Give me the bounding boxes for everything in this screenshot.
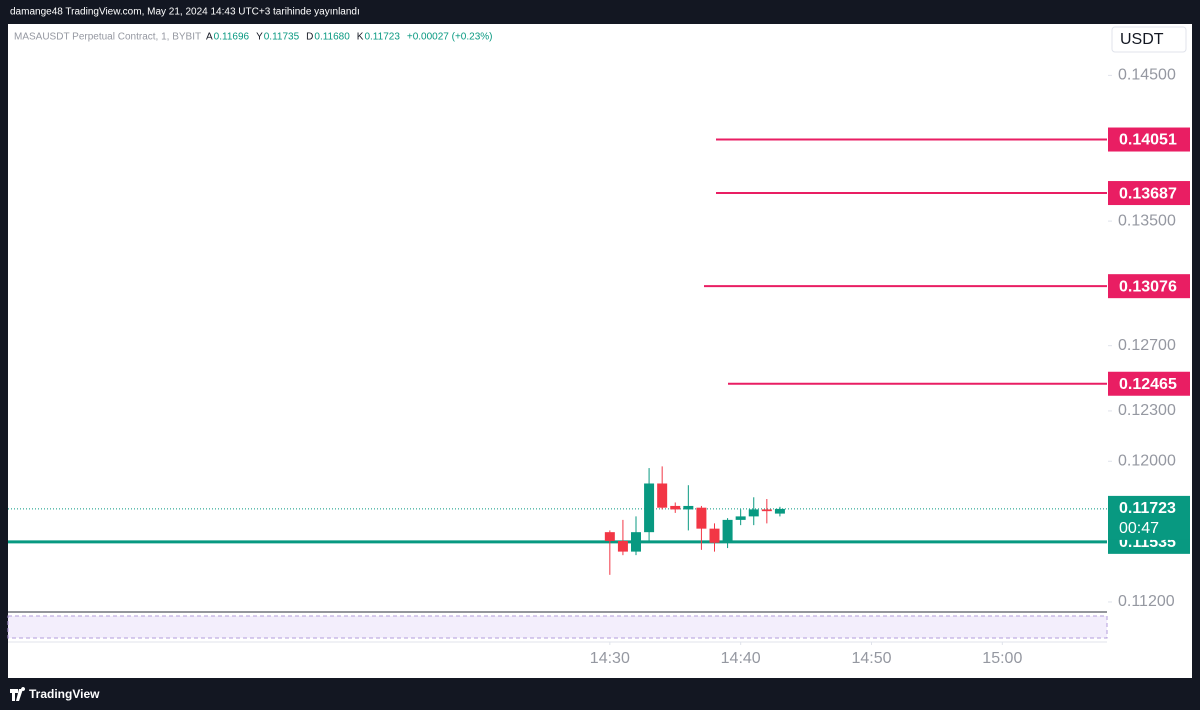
level-label-box: [1108, 274, 1190, 299]
candle-body: [683, 505, 694, 510]
legend-key: K: [357, 32, 364, 43]
plot: 0.11200 0.12000 0.12300 0.12700 0.13500 0.145…: [8, 67, 1190, 667]
chart-area: [8, 24, 1192, 678]
candle-body: [696, 507, 707, 529]
x-tick-label: 14:40: [721, 650, 761, 667]
last-price-box: [1108, 495, 1190, 540]
level-label: 0.12465: [1119, 376, 1177, 393]
legend-value: 0.11735: [264, 32, 300, 43]
legend-key: Y: [256, 32, 263, 43]
legend-key: D: [306, 32, 313, 43]
level-label: 0.14051: [1119, 132, 1177, 149]
candle-body: [761, 509, 772, 512]
y-tick-label: 0.12300: [1118, 402, 1176, 419]
x-tick-label: 15:00: [982, 650, 1022, 667]
legend-value: 0.11696: [214, 32, 250, 43]
indicator-pane: [7, 615, 1108, 639]
level-label: 0.13687: [1119, 185, 1177, 202]
x-tick-label: 14:50: [851, 650, 891, 667]
candle-body: [709, 528, 720, 543]
footer-logo: TradingView: [10, 687, 100, 701]
candle-body: [657, 483, 668, 508]
brand: TradingView: [29, 687, 100, 701]
candle-body: [617, 540, 628, 552]
symbol: MASAUSDT Perpetual Contract, 1, BYBIT: [14, 32, 201, 43]
y-tick-label: 0.11200: [1118, 593, 1175, 610]
currency-box[interactable]: [1111, 26, 1187, 53]
x-tick-label: 14:30: [590, 650, 630, 667]
currency: USDT: [1120, 31, 1164, 48]
legend-key: A: [206, 32, 213, 43]
ohlc-legend: A 0.11696 Y 0.11735 D 0.11680 K 0.11723 +0.00027…: [206, 32, 493, 43]
header-text: damange48 TradingView.com, May 21, 2024 …: [10, 7, 360, 18]
level-label-box: [1108, 181, 1190, 206]
level-label-box: [1108, 371, 1190, 396]
legend-value: 0.11680: [314, 32, 350, 43]
level-label-box: [1108, 127, 1190, 152]
candle-body: [748, 509, 759, 517]
y-tick-label: 0.12000: [1118, 452, 1176, 469]
legend-value: 0.11723: [364, 32, 400, 43]
candle-body: [604, 532, 615, 541]
candle-body: [735, 516, 746, 520]
y-tick-label: 0.13500: [1118, 212, 1176, 229]
candle-body: [722, 519, 733, 543]
last-price-label: 0.11723: [1119, 500, 1176, 517]
logo-icon: [10, 687, 26, 701]
candle-body: [631, 532, 641, 552]
legend-change: +0.00027 (+0.23%): [407, 32, 493, 43]
countdown: 00:47: [1119, 520, 1159, 537]
y-tick-label: 0.14500: [1118, 67, 1176, 84]
candle-body: [644, 483, 655, 533]
level-label: 0.13076: [1119, 278, 1177, 295]
y-tick-label: 0.12700: [1118, 337, 1176, 354]
candle-body: [670, 505, 681, 510]
candle-body: [774, 508, 785, 514]
